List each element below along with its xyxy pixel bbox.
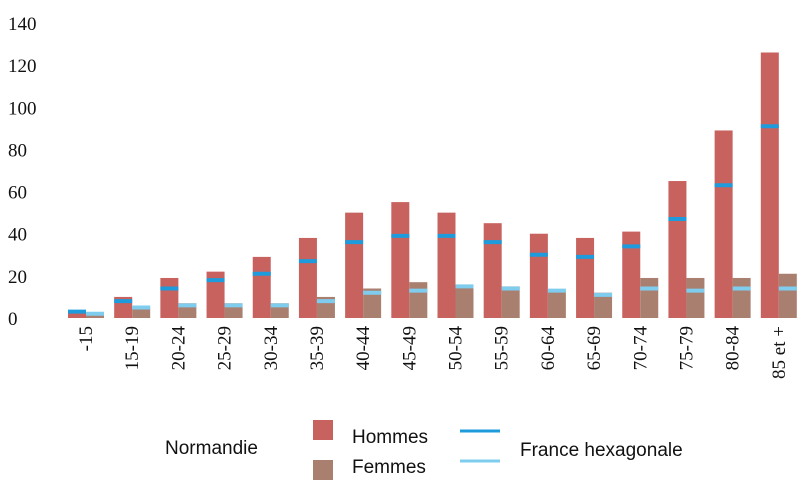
bar <box>622 231 641 318</box>
bar <box>391 202 410 318</box>
bar <box>668 181 687 318</box>
bar <box>483 223 502 318</box>
bar <box>345 212 364 318</box>
x-tick-label: 40-44 <box>353 326 374 371</box>
y-tick-label: 0 <box>8 309 18 330</box>
bar <box>132 307 151 318</box>
bar <box>160 277 179 318</box>
y-tick-label: 20 <box>8 267 27 288</box>
legend-label: Femmes <box>352 457 426 478</box>
x-tick-label: 80-84 <box>723 326 744 371</box>
bar <box>732 277 751 318</box>
x-tick-label: 65-69 <box>584 326 605 370</box>
x-tick-label: 60-64 <box>538 326 559 371</box>
bar <box>298 237 317 318</box>
y-tick-label: 140 <box>8 14 37 35</box>
y-tick-label: 60 <box>8 183 27 204</box>
x-tick-label: 30-34 <box>261 326 282 371</box>
bar <box>594 292 613 318</box>
bar <box>363 288 382 318</box>
x-tick-label: 25-29 <box>215 326 236 370</box>
legend-swatch <box>313 420 333 440</box>
x-tick-label: 55-59 <box>492 326 513 370</box>
bar <box>455 286 474 318</box>
legend-label: Hommes <box>352 427 428 448</box>
bar <box>576 237 595 318</box>
y-tick-label: 80 <box>8 140 27 161</box>
bar <box>778 273 797 318</box>
bar <box>86 313 104 318</box>
x-tick-label: 75-79 <box>676 326 697 370</box>
bar <box>714 130 733 318</box>
x-tick-label: 70-74 <box>630 326 651 371</box>
x-tick-label: 50-54 <box>446 326 467 371</box>
y-tick-label: 120 <box>8 56 37 77</box>
bar <box>501 286 520 318</box>
bar <box>529 233 548 318</box>
bar <box>760 52 779 318</box>
legend-swatch <box>313 460 333 480</box>
x-tick-label: 35-39 <box>307 326 328 370</box>
bar <box>206 271 225 318</box>
bar <box>547 290 566 318</box>
bar <box>437 212 456 318</box>
bar <box>409 282 428 318</box>
legend-label: France hexagonale <box>520 440 683 461</box>
x-tick-label: 85 et + <box>769 326 790 379</box>
x-tick-label: 20-24 <box>168 326 189 371</box>
bar <box>252 256 271 318</box>
y-tick-label: 40 <box>8 225 27 246</box>
bar <box>686 277 705 318</box>
x-tick-label: 15-19 <box>122 326 143 370</box>
x-tick-label: -15 <box>76 326 97 351</box>
bar <box>640 277 659 318</box>
y-tick-label: 100 <box>8 98 37 119</box>
bar <box>68 311 86 318</box>
legend-title: Normandie <box>165 438 258 459</box>
x-tick-label: 45-49 <box>399 326 420 370</box>
